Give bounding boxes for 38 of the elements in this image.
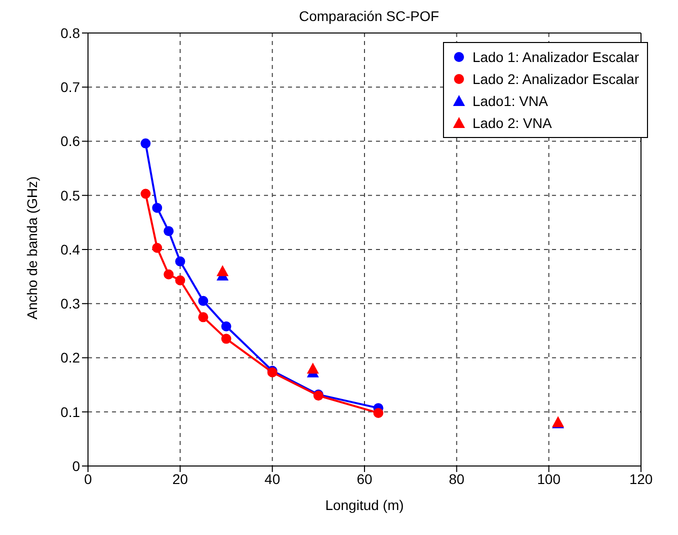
x-tick-label: 80 bbox=[448, 470, 465, 487]
point bbox=[140, 188, 151, 199]
point bbox=[373, 408, 384, 418]
point bbox=[216, 265, 229, 276]
y-tick-label: 0.2 bbox=[60, 350, 80, 366]
point bbox=[306, 362, 319, 374]
x-tick-label: 100 bbox=[537, 470, 561, 487]
x-tick-label: 20 bbox=[172, 470, 188, 487]
y-tick-label: 0.5 bbox=[60, 187, 80, 204]
point bbox=[198, 312, 208, 322]
y-axis-title: Ancho de banda (GHz) bbox=[24, 176, 40, 320]
legend-label: Lado 1: Analizador Escalar bbox=[472, 48, 639, 67]
y-tick-label: 0.4 bbox=[60, 241, 80, 258]
point bbox=[164, 269, 174, 280]
point bbox=[164, 226, 174, 236]
y-tick-label: 0.6 bbox=[60, 133, 80, 150]
chart-title: Comparación SC-POF bbox=[298, 8, 440, 24]
point bbox=[221, 334, 232, 344]
point bbox=[152, 242, 162, 253]
legend-label: Lado 2: VNA bbox=[472, 114, 552, 133]
y-tick-label: 0 bbox=[72, 458, 80, 474]
point bbox=[140, 138, 151, 148]
point bbox=[175, 256, 186, 266]
y-tick-label: 0.1 bbox=[60, 404, 80, 420]
x-axis-title: Longitud (m) bbox=[325, 497, 404, 513]
point bbox=[221, 321, 232, 332]
x-tick-label: 40 bbox=[264, 470, 280, 487]
point bbox=[175, 275, 186, 286]
x-tick-label: 0 bbox=[84, 470, 92, 487]
legend-label: Lado1: VNA bbox=[472, 92, 548, 111]
y-tick-label: 0.7 bbox=[60, 79, 80, 96]
point bbox=[152, 202, 162, 213]
x-tick-label: 60 bbox=[356, 470, 372, 487]
x-tick-label: 120 bbox=[629, 470, 653, 487]
y-tick-label: 0.3 bbox=[60, 296, 80, 312]
point bbox=[198, 296, 208, 306]
legend-label: Lado 2: Analizador Escalar bbox=[472, 70, 639, 89]
y-tick-label: 0.8 bbox=[60, 24, 80, 41]
